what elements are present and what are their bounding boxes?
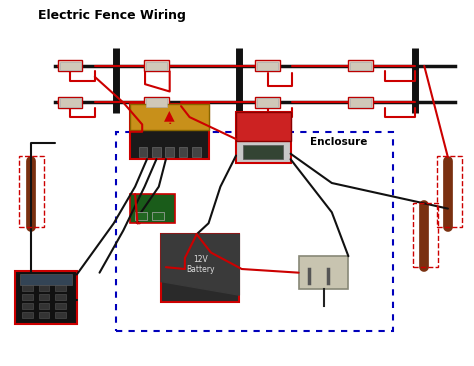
Bar [55,312,66,318]
Bar [161,234,239,302]
Text: 12V
Battery: 12V Battery [186,255,215,274]
Bar [55,303,66,309]
Bar [146,98,167,107]
Polygon shape [161,234,239,295]
Bar [255,97,280,108]
Bar [22,285,33,291]
Bar [350,62,371,70]
Bar [39,294,49,300]
Bar [130,104,209,130]
Bar [236,112,291,163]
Bar [130,104,209,159]
Bar [135,212,147,220]
Bar [39,285,49,291]
Bar [152,212,164,220]
Bar [60,62,81,70]
Bar [22,312,33,318]
Bar [39,303,49,309]
Bar [58,97,82,108]
Bar [146,62,167,70]
Bar [60,98,81,107]
Text: Enclosure: Enclosure [310,137,368,147]
Bar [348,97,373,108]
Bar [257,62,278,70]
Bar [55,285,66,291]
Text: Electric Fence Wiring: Electric Fence Wiring [38,9,186,22]
Bar [350,98,371,107]
Bar [19,156,44,227]
Bar [22,303,33,309]
Text: !: ! [167,116,172,126]
Bar [165,147,174,157]
Bar [255,60,280,71]
Bar [243,145,283,159]
Text: ▲: ▲ [164,108,175,122]
Bar [152,147,161,157]
Bar [437,156,462,227]
Bar [179,147,187,157]
Bar [299,256,348,289]
Bar [144,60,169,71]
Bar [144,97,169,108]
Bar [116,132,393,331]
Bar [55,294,66,300]
Bar [22,294,33,300]
Bar [20,274,72,285]
Bar [39,312,49,318]
Bar [236,112,291,141]
Bar [130,194,175,223]
Bar [58,60,82,71]
Bar [15,271,77,324]
Bar [139,147,147,157]
Bar [257,98,278,107]
Bar [348,60,373,71]
Bar [192,147,201,157]
Bar [413,203,438,267]
